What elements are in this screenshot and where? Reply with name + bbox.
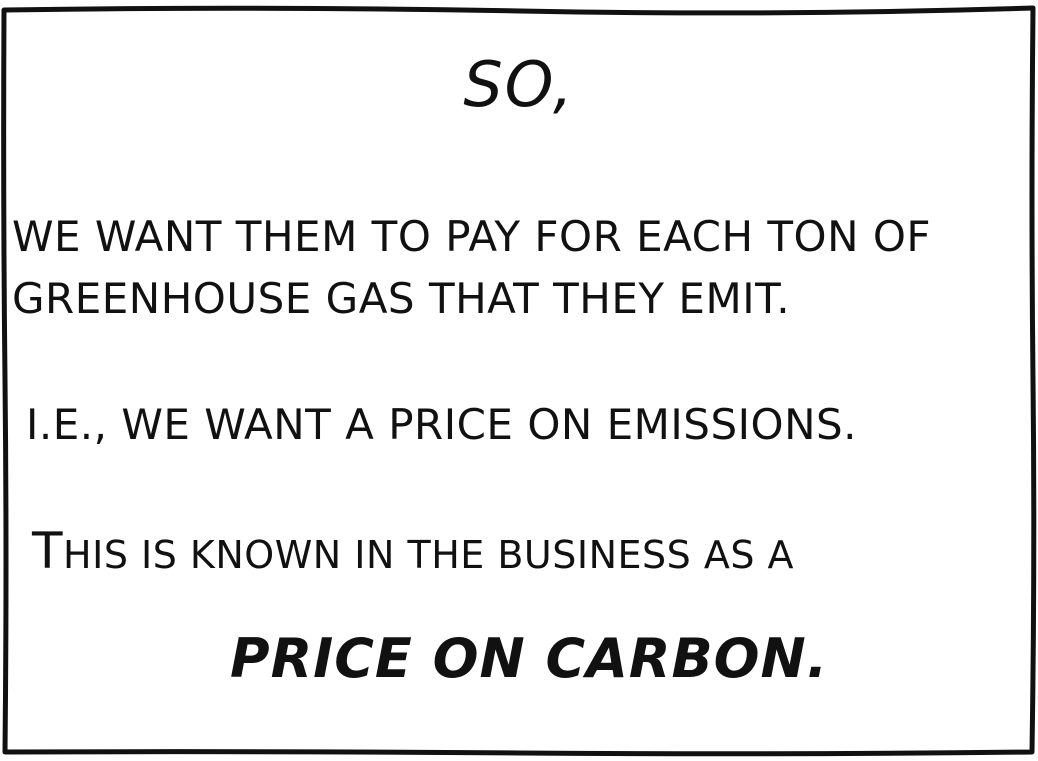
caption-line-4-rest: HIS IS KNOWN IN THE BUSINESS AS A: [63, 533, 795, 577]
panel-heading: SO,: [463, 48, 575, 121]
caption-line-1: WE WANT THEM TO PAY FOR EACH TON OF: [12, 212, 932, 261]
punchline: PRICE ON CARBON.: [230, 627, 829, 690]
caption-line-4: THIS IS KNOWN IN THE BUSINESS AS A: [32, 526, 794, 576]
caption-line-2: GREENHOUSE GAS THAT THEY EMIT.: [12, 274, 791, 323]
caption-line-4-initial: T: [32, 522, 64, 580]
caption-line-3: I.E., WE WANT A PRICE ON EMISSIONS.: [26, 400, 858, 449]
